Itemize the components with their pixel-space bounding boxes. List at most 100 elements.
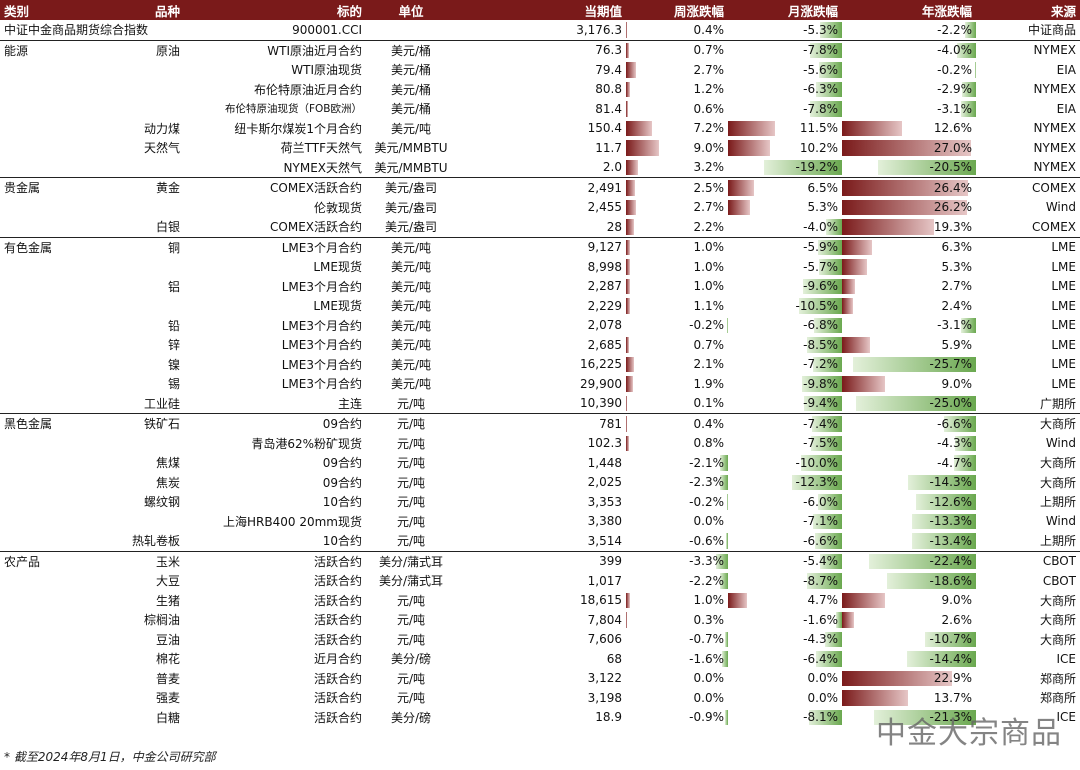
header-weekly-change: 周涨跌幅 — [626, 0, 728, 20]
negative-change-bar — [824, 631, 842, 647]
source-cell: COMEX — [1032, 219, 1076, 234]
variety-cell: 焦煤 — [155, 456, 180, 471]
weekly-change-cell: 0.0% — [626, 512, 728, 532]
monthly-change-cell: -5.3% — [728, 20, 842, 41]
yearly-change-cell: 5.3% — [842, 257, 976, 277]
yearly-change-cell: -20.5% — [842, 158, 976, 178]
weekly-change-cell: 2.7% — [626, 60, 728, 80]
monthly-change-cell: 6.5% — [728, 177, 842, 198]
current-value-cell: 150.4 — [587, 121, 622, 136]
yearly-change-cell-value: 26.4% — [933, 180, 972, 195]
instrument-cell: LME3个月合约 — [281, 357, 362, 372]
source-cell: LME — [1051, 337, 1076, 352]
source-cell: 郑商所 — [1039, 671, 1076, 686]
negative-change-bar — [887, 573, 976, 589]
weekly-change-cell: 0.1% — [626, 394, 728, 414]
weekly-change-cell: -0.9% — [626, 708, 728, 728]
current-value-cell: 3,380 — [587, 514, 622, 529]
table-row: 伦敦现货 美元/盎司 2,455 2.7% 5.3% 26.2% Wind — [0, 198, 1080, 218]
positive-change-bar — [842, 180, 969, 196]
positive-change-bar — [626, 180, 636, 196]
positive-change-bar — [842, 690, 908, 706]
unit-cell: 美元/桶 — [390, 82, 432, 97]
weekly-change-cell-value: -1.6% — [689, 651, 724, 666]
monthly-change-cell-value: -10.5% — [795, 298, 838, 313]
weekly-change-cell-value: 1.1% — [693, 298, 725, 313]
category-cell — [0, 119, 84, 139]
unit-cell: 美元/吨 — [390, 299, 432, 314]
monthly-change-cell-value: -7.1% — [803, 514, 838, 529]
positive-change-bar — [626, 62, 636, 78]
instrument-cell: COMEX活跃合约 — [184, 177, 366, 198]
variety-cell — [84, 158, 184, 178]
category-cell — [0, 80, 84, 100]
monthly-change-cell: -5.6% — [728, 60, 842, 80]
positive-change-bar — [842, 259, 868, 275]
unit-cell — [366, 20, 456, 41]
instrument-cell: NYMEX天然气 — [283, 160, 362, 175]
yearly-change-cell: -12.6% — [842, 492, 976, 512]
instrument-cell: 布伦特原油现货（FOB欧洲） — [224, 103, 362, 116]
weekly-change-cell: 1.0% — [626, 591, 728, 611]
yearly-change-cell-value: -14.4% — [929, 651, 972, 666]
negative-change-bar — [813, 513, 842, 529]
yearly-change-cell: 19.3% — [842, 217, 976, 237]
weekly-change-cell: 7.2% — [626, 119, 728, 139]
weekly-change-cell: 0.4% — [626, 413, 728, 434]
monthly-change-cell-value: -4.0% — [803, 219, 838, 234]
category-cell — [0, 198, 84, 218]
weekly-change-cell-value: -2.1% — [689, 455, 724, 470]
category-cell — [0, 688, 84, 708]
table-row: 锌 LME3个月合约 美元/吨 2,685 0.7% -8.5% 5.9% LME — [0, 335, 1080, 355]
weekly-change-cell-value: 9.0% — [693, 140, 725, 155]
unit-cell: 元/吨 — [396, 671, 426, 686]
unit-cell: 美元/吨 — [390, 260, 432, 275]
table-row: 锡 LME3个月合约 美元/吨 29,900 1.9% -9.8% 9.0% LME — [0, 374, 1080, 394]
source-cell: 大商所 — [976, 413, 1080, 434]
unit-cell: 元/吨 — [396, 475, 426, 490]
variety-cell: 工业硅 — [143, 396, 180, 411]
positive-change-bar — [842, 239, 873, 255]
negative-change-bar — [809, 709, 842, 725]
category-cell — [0, 60, 84, 80]
weekly-change-cell: 9.0% — [626, 138, 728, 158]
table-row: 焦炭 09合约 元/吨 2,025 -2.3% -12.3% -14.3% 大商所 — [0, 473, 1080, 493]
positive-change-bar — [626, 239, 630, 255]
weekly-change-cell-value: -0.2% — [689, 318, 724, 333]
weekly-change-cell-value: 2.7% — [693, 62, 725, 77]
negative-change-bar — [944, 416, 976, 432]
positive-change-bar — [842, 199, 968, 215]
weekly-change-cell-value: 0.3% — [693, 612, 725, 627]
negative-change-bar — [907, 651, 976, 667]
negative-change-bar — [720, 455, 728, 471]
negative-change-bar — [720, 573, 728, 589]
positive-change-bar — [842, 612, 855, 628]
monthly-change-cell: 0.0% — [728, 669, 842, 689]
monthly-change-cell: -6.8% — [728, 316, 842, 336]
monthly-change-cell-value: -10.0% — [795, 455, 838, 470]
monthly-change-cell: -6.0% — [728, 492, 842, 512]
negative-change-bar — [953, 455, 976, 471]
positive-change-bar — [626, 259, 630, 275]
variety-cell — [84, 512, 184, 532]
category-cell: 贵金属 — [0, 177, 84, 198]
negative-change-bar — [912, 513, 976, 529]
category-cell — [0, 571, 84, 591]
yearly-change-cell-value: -13.3% — [929, 514, 972, 529]
weekly-change-cell: 1.0% — [626, 236, 728, 257]
table-row: 普麦 活跃合约 元/吨 3,122 0.0% 0.0% 22.9% 郑商所 — [0, 669, 1080, 689]
yearly-change-cell-value: -21.3% — [929, 710, 972, 725]
weekly-change-cell: 0.8% — [626, 434, 728, 454]
category-cell — [0, 296, 84, 316]
positive-change-bar — [626, 376, 633, 392]
monthly-change-cell-value: -9.4% — [803, 396, 838, 411]
current-value-cell: 28 — [606, 219, 622, 234]
yearly-change-cell: -13.4% — [842, 531, 976, 551]
yearly-change-cell: 26.2% — [842, 198, 976, 218]
negative-change-bar — [727, 494, 728, 510]
source-cell: LME — [1051, 298, 1076, 313]
yearly-change-cell-value: 26.2% — [933, 200, 972, 215]
monthly-change-cell-value: -8.7% — [803, 573, 838, 588]
positive-change-bar — [626, 120, 653, 136]
variety-cell — [84, 198, 184, 218]
